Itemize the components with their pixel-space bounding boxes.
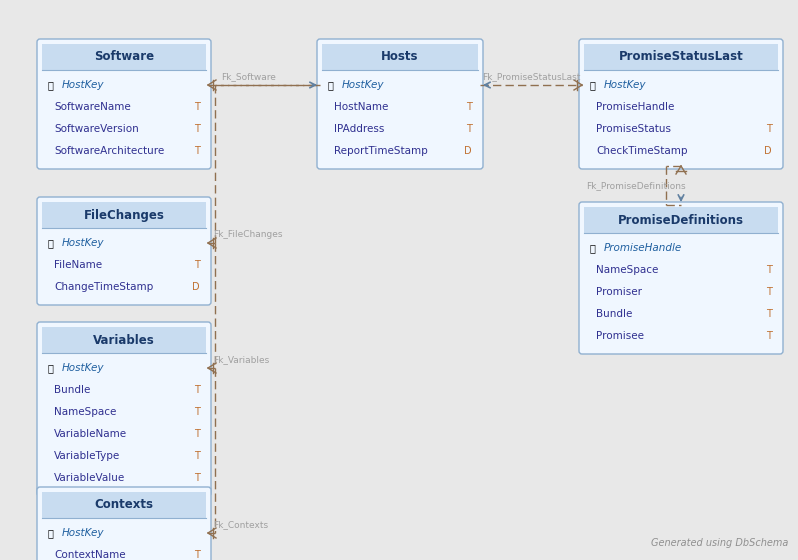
FancyBboxPatch shape bbox=[37, 197, 211, 305]
Text: HostKey: HostKey bbox=[342, 80, 385, 90]
FancyBboxPatch shape bbox=[37, 39, 211, 169]
Text: Promisee: Promisee bbox=[596, 331, 644, 341]
Text: 🔑: 🔑 bbox=[48, 528, 54, 538]
Text: T: T bbox=[194, 102, 200, 112]
Text: CheckTimeStamp: CheckTimeStamp bbox=[596, 146, 688, 156]
Text: T: T bbox=[766, 265, 772, 275]
Text: T: T bbox=[194, 124, 200, 134]
Text: Contexts: Contexts bbox=[94, 498, 153, 511]
Text: D: D bbox=[192, 282, 200, 292]
Text: T: T bbox=[194, 473, 200, 483]
Text: HostKey: HostKey bbox=[62, 363, 105, 373]
Text: T: T bbox=[194, 407, 200, 417]
Text: T: T bbox=[194, 451, 200, 461]
Text: FileName: FileName bbox=[54, 260, 102, 270]
Text: VariableType: VariableType bbox=[54, 451, 120, 461]
Text: 🔑: 🔑 bbox=[48, 363, 54, 373]
Text: 🔑: 🔑 bbox=[48, 80, 54, 90]
Text: PromiseDefinitions: PromiseDefinitions bbox=[618, 213, 744, 226]
Text: T: T bbox=[766, 124, 772, 134]
Text: HostName: HostName bbox=[334, 102, 389, 112]
Bar bbox=[584, 44, 778, 70]
FancyBboxPatch shape bbox=[37, 322, 211, 496]
Text: NameSpace: NameSpace bbox=[54, 407, 117, 417]
Text: 🔑: 🔑 bbox=[590, 80, 596, 90]
Text: VariableValue: VariableValue bbox=[54, 473, 125, 483]
Bar bbox=[584, 207, 778, 233]
FancyBboxPatch shape bbox=[579, 39, 783, 169]
Text: SoftwareArchitecture: SoftwareArchitecture bbox=[54, 146, 164, 156]
Text: T: T bbox=[194, 385, 200, 395]
Text: T: T bbox=[194, 146, 200, 156]
Text: T: T bbox=[194, 550, 200, 560]
Text: SoftwareVersion: SoftwareVersion bbox=[54, 124, 139, 134]
Bar bbox=[42, 327, 206, 353]
Text: 🔑: 🔑 bbox=[328, 80, 334, 90]
Text: 🔑: 🔑 bbox=[48, 238, 54, 248]
Text: T: T bbox=[466, 102, 472, 112]
Text: PromiseHandle: PromiseHandle bbox=[596, 102, 674, 112]
Text: NameSpace: NameSpace bbox=[596, 265, 658, 275]
Text: Fk_PromiseDefinitions: Fk_PromiseDefinitions bbox=[586, 181, 685, 190]
Text: Software: Software bbox=[94, 50, 154, 63]
Text: PromiseStatusLast: PromiseStatusLast bbox=[618, 50, 744, 63]
Text: ChangeTimeStamp: ChangeTimeStamp bbox=[54, 282, 153, 292]
Text: ContextName: ContextName bbox=[54, 550, 125, 560]
Bar bbox=[42, 202, 206, 228]
FancyBboxPatch shape bbox=[579, 202, 783, 354]
Text: FileChanges: FileChanges bbox=[84, 208, 164, 222]
Text: HostKey: HostKey bbox=[604, 80, 646, 90]
Text: D: D bbox=[464, 146, 472, 156]
Text: T: T bbox=[766, 331, 772, 341]
FancyBboxPatch shape bbox=[37, 487, 211, 560]
Text: Hosts: Hosts bbox=[381, 50, 419, 63]
Text: HostKey: HostKey bbox=[62, 528, 105, 538]
Text: Bundle: Bundle bbox=[54, 385, 90, 395]
Text: 🔑: 🔑 bbox=[590, 243, 596, 253]
Text: Bundle: Bundle bbox=[596, 309, 632, 319]
Text: Generated using DbSchema: Generated using DbSchema bbox=[650, 538, 788, 548]
Text: SoftwareName: SoftwareName bbox=[54, 102, 131, 112]
Text: T: T bbox=[194, 429, 200, 439]
Bar bbox=[322, 44, 478, 70]
Text: T: T bbox=[466, 124, 472, 134]
Text: PromiseStatus: PromiseStatus bbox=[596, 124, 671, 134]
Text: PromiseHandle: PromiseHandle bbox=[604, 243, 682, 253]
Text: VariableName: VariableName bbox=[54, 429, 127, 439]
FancyBboxPatch shape bbox=[317, 39, 483, 169]
Text: Variables: Variables bbox=[93, 334, 155, 347]
Text: T: T bbox=[766, 309, 772, 319]
Text: Fk_Variables: Fk_Variables bbox=[213, 355, 269, 364]
Text: ReportTimeStamp: ReportTimeStamp bbox=[334, 146, 428, 156]
Text: D: D bbox=[764, 146, 772, 156]
Text: IPAddress: IPAddress bbox=[334, 124, 385, 134]
Text: Fk_FileChanges: Fk_FileChanges bbox=[213, 230, 282, 239]
Text: Fk_Contexts: Fk_Contexts bbox=[213, 520, 268, 529]
Text: T: T bbox=[194, 260, 200, 270]
Text: Fk_Software: Fk_Software bbox=[222, 72, 276, 81]
Text: Promiser: Promiser bbox=[596, 287, 642, 297]
Text: HostKey: HostKey bbox=[62, 80, 105, 90]
Text: T: T bbox=[766, 287, 772, 297]
Bar bbox=[42, 44, 206, 70]
Bar bbox=[42, 492, 206, 518]
Text: HostKey: HostKey bbox=[62, 238, 105, 248]
Text: Fk_PromiseStatusLast: Fk_PromiseStatusLast bbox=[482, 72, 580, 81]
